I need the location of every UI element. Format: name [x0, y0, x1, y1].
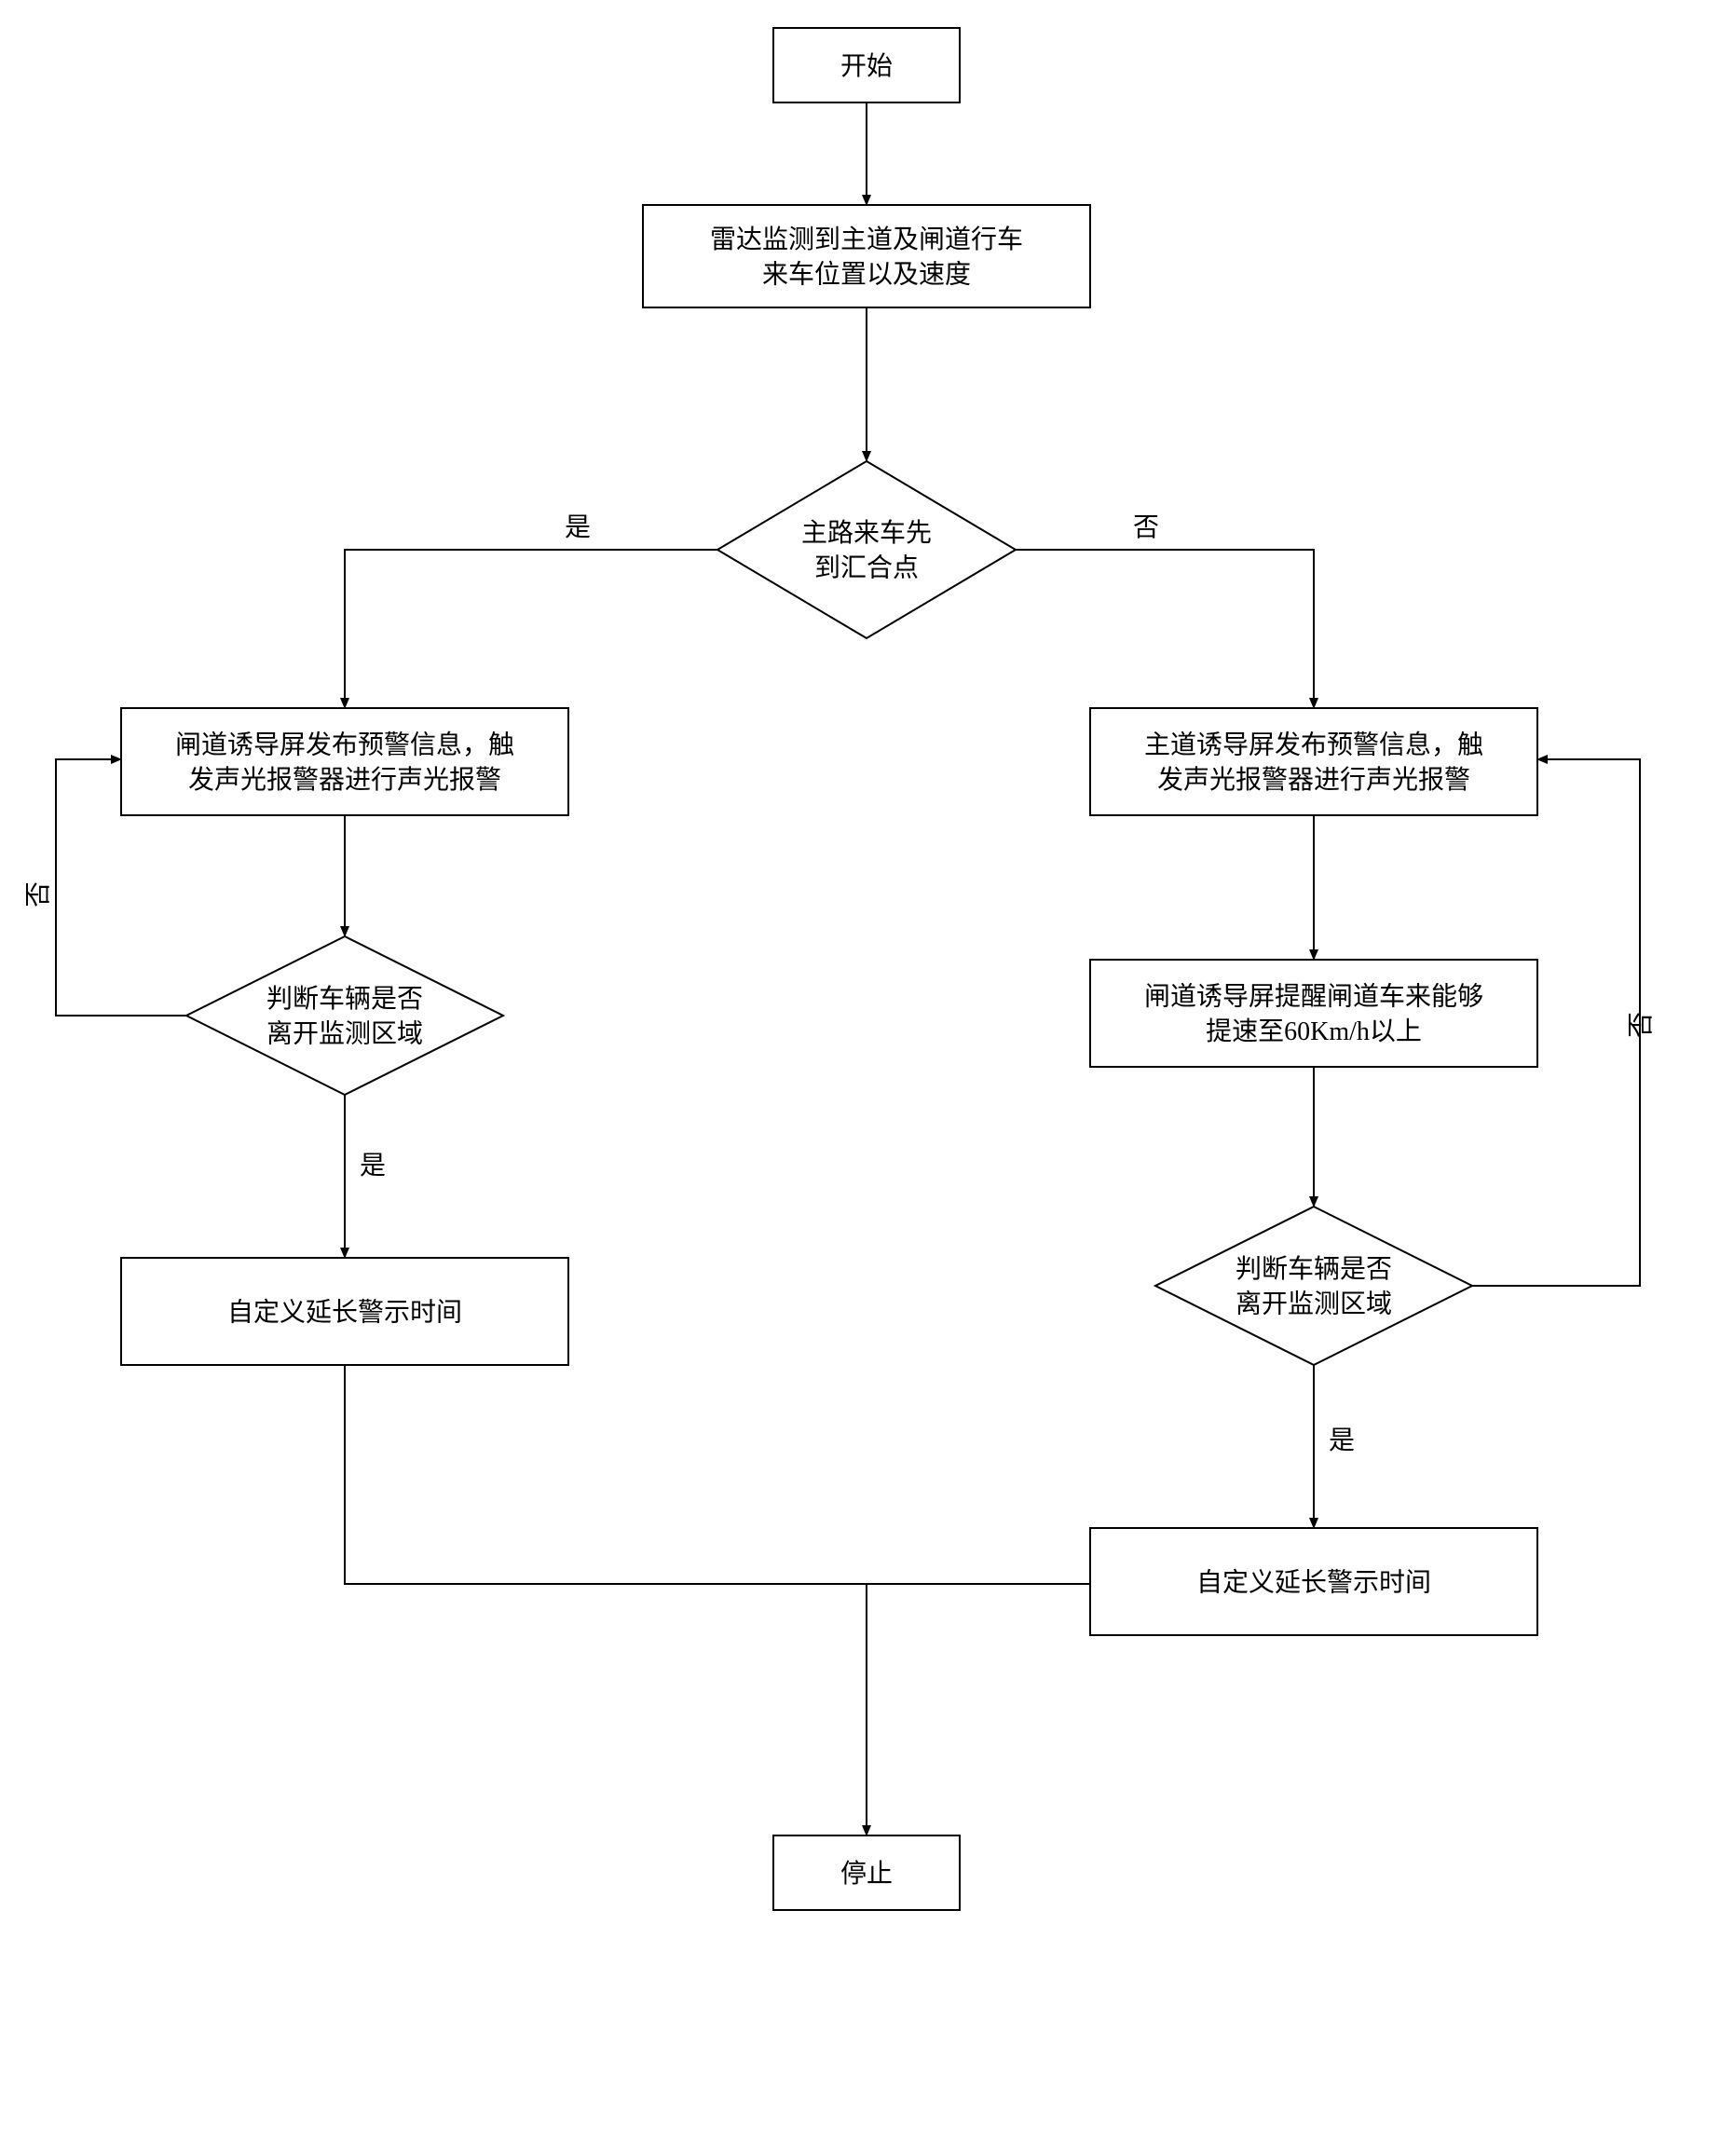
edge-label-e7_yes_left: 是 — [360, 1152, 386, 1180]
node-text-right_decision-line1: 离开监测区域 — [1236, 1290, 1392, 1319]
node-text-right_alarm-line1: 发声光报警器进行声光报警 — [1157, 765, 1470, 795]
flowchart-canvas: 是否否是否是开始雷达监测到主道及闸道行车来车位置以及速度主路来车先到汇合点闸道诱… — [0, 0, 1734, 2156]
node-text-decision_main-line1: 到汇合点 — [814, 553, 919, 583]
edge-e12_left_down — [345, 1365, 1090, 1584]
node-text-stop-line0: 停止 — [840, 1859, 893, 1889]
node-text-right_decision-line0: 判断车辆是否 — [1236, 1254, 1392, 1284]
node-text-decision_main-line0: 主路来车先 — [801, 518, 932, 548]
node-stop: 停止 — [773, 1835, 960, 1910]
node-radar: 雷达监测到主道及闸道行车来车位置以及速度 — [643, 205, 1090, 307]
node-text-right_speed-line0: 闸道诱导屏提醒闸道车来能够 — [1144, 981, 1483, 1011]
node-text-left_decision-line0: 判断车辆是否 — [266, 984, 423, 1014]
node-right_alarm: 主道诱导屏发布预警信息，触发声光报警器进行声光报警 — [1090, 708, 1537, 815]
node-start: 开始 — [773, 28, 960, 102]
node-right_speed: 闸道诱导屏提醒闸道车来能够提速至60Km/h以上 — [1090, 960, 1537, 1067]
node-text-right_speed-line1: 提速至60Km/h以上 — [1206, 1017, 1422, 1046]
node-decision_main: 主路来车先到汇合点 — [717, 461, 1016, 638]
node-text-left_decision-line1: 离开监测区域 — [266, 1019, 423, 1049]
node-text-left_extend-line0: 自定义延长警示时间 — [227, 1297, 462, 1327]
edge-e3_yes — [345, 550, 717, 708]
node-left_alarm: 闸道诱导屏发布预警信息，触发声光报警器进行声光报警 — [121, 708, 568, 815]
edge-label-e3_yes: 是 — [565, 513, 591, 542]
node-text-radar-line1: 来车位置以及速度 — [762, 260, 971, 290]
node-right_extend: 自定义延长警示时间 — [1090, 1528, 1537, 1635]
edge-label-e6_no_left: 否 — [24, 881, 53, 907]
edge-e4_no — [1016, 550, 1314, 708]
edge-label-e11_yes_right: 是 — [1329, 1426, 1355, 1455]
node-left_extend: 自定义延长警示时间 — [121, 1258, 568, 1365]
node-right_decision: 判断车辆是否离开监测区域 — [1155, 1207, 1472, 1365]
node-text-left_alarm-line1: 发声光报警器进行声光报警 — [188, 765, 501, 795]
node-left_decision: 判断车辆是否离开监测区域 — [186, 936, 503, 1095]
edge-label-e10_no_right: 否 — [1627, 1012, 1656, 1038]
node-text-right_extend-line0: 自定义延长警示时间 — [1196, 1567, 1431, 1597]
node-text-right_alarm-line0: 主道诱导屏发布预警信息，触 — [1144, 730, 1483, 759]
node-text-start-line0: 开始 — [840, 51, 893, 81]
node-text-left_alarm-line0: 闸道诱导屏发布预警信息，触 — [175, 730, 514, 759]
node-text-radar-line0: 雷达监测到主道及闸道行车 — [710, 225, 1023, 254]
edge-label-e4_no: 否 — [1133, 513, 1159, 542]
